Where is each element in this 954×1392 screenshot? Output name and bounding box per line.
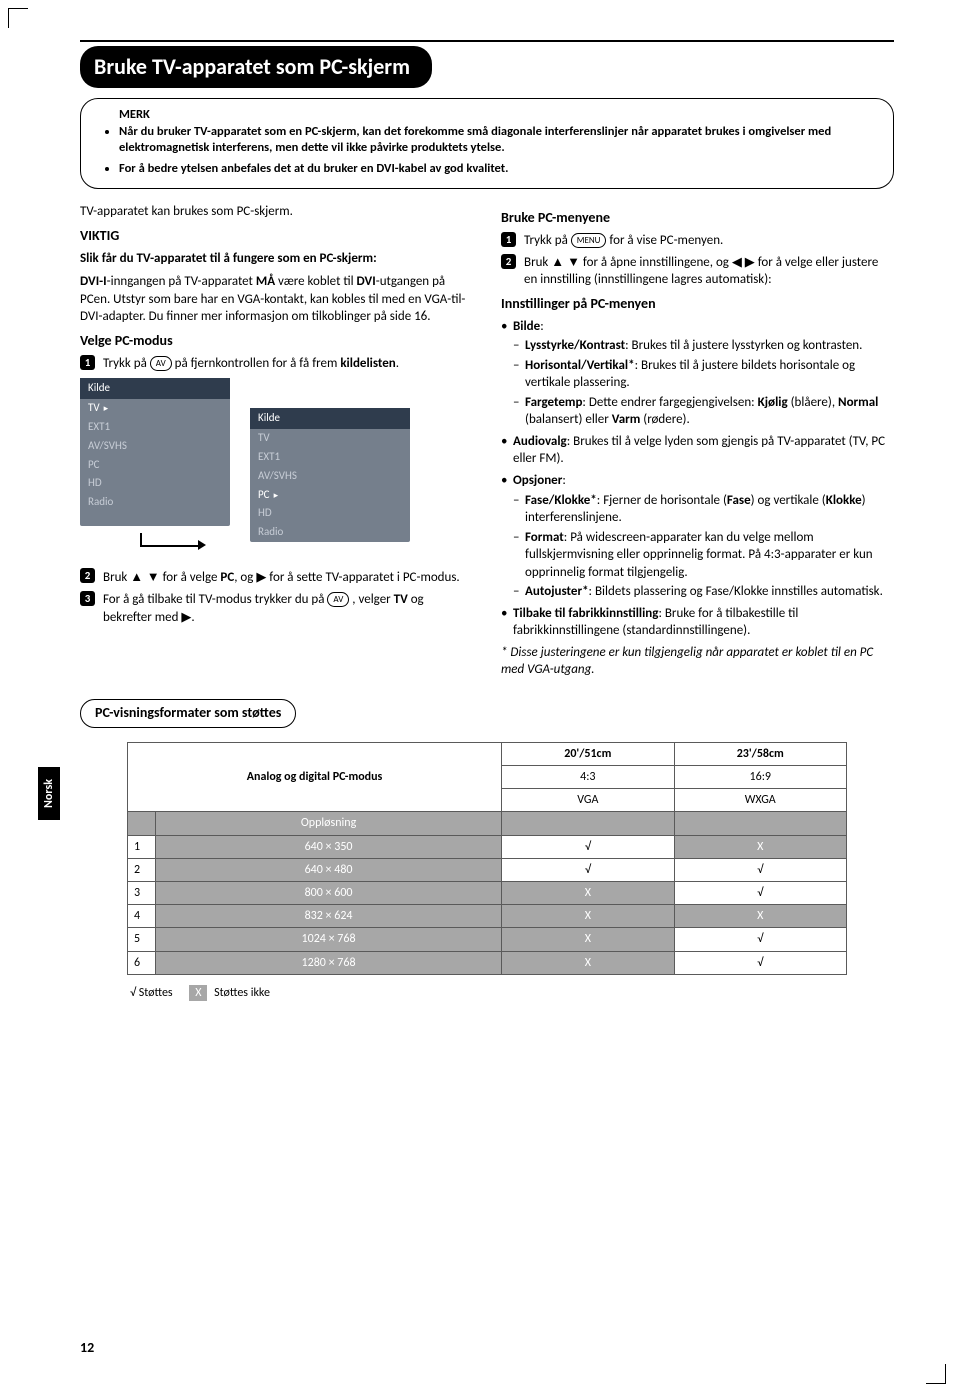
formats-heading: PC-visningsformater som støttes: [80, 699, 296, 728]
table-row: 1640 × 350√X: [128, 835, 847, 858]
col-aspect-1: 4:3: [502, 766, 674, 789]
step-badge-2: 2: [80, 568, 95, 583]
av-key-icon: AV: [150, 356, 172, 371]
col-size-1: 20'/51cm: [502, 742, 674, 765]
table-corner: Analog og digital PC-modus: [128, 742, 502, 812]
right-column: Bruke PC-menyene 1 Trykk på MENU for å v…: [501, 203, 894, 685]
step-badge-1: 1: [80, 355, 95, 370]
table-row: 3800 × 600X√: [128, 882, 847, 905]
source-box-2: Kilde TV EXT1 AV/SVHS PC HD Radio: [250, 408, 410, 542]
crop-mark-tl: [8, 8, 28, 28]
setting-bilde: Bilde: Lysstyrke/Kontrast: Brukes til å …: [501, 318, 894, 429]
source-box-1: Kilde TV EXT1 AV/SVHS PC HD Radio: [80, 378, 230, 526]
col-mode-2: WXGA: [674, 789, 846, 812]
legend-no-box: X: [189, 985, 207, 1001]
setting-audiovalg: Audiovalg: Brukes til å velge lyden som …: [501, 433, 894, 468]
bruke-pc-heading: Bruke PC-menyene: [501, 209, 894, 228]
dvi-paragraph: DVI-I-inngangen på TV-apparatet MÅ være …: [80, 273, 473, 326]
innstillinger-heading: Innstillinger på PC-menyen: [501, 295, 894, 314]
step-1: 1 Trykk på AV på fjernkontrollen for å f…: [80, 355, 473, 373]
title-rule: Bruke TV-apparatet som PC-skjerm: [80, 40, 894, 88]
step-3: 3 For å gå tilbake til TV-modus trykker …: [80, 591, 473, 627]
table-row: 4832 × 624XX: [128, 905, 847, 928]
note-heading: MERK: [119, 107, 150, 122]
table-row: 61280 × 768X√: [128, 951, 847, 974]
page-number: 12: [80, 1339, 94, 1358]
footnote: * Disse justeringene er kun tilgjengelig…: [501, 644, 894, 679]
av-key-icon: AV: [327, 592, 349, 607]
menu-key-icon: MENU: [571, 233, 607, 248]
left-column: TV-apparatet kan brukes som PC-skjerm. V…: [80, 203, 473, 685]
col-mode-1: VGA: [502, 789, 674, 812]
note-item: For å bedre ytelsen anbefales det at du …: [119, 161, 875, 178]
res-label: Oppløsning: [156, 812, 502, 835]
rstep-1: 1 Trykk på MENU for å vise PC-menyen.: [501, 232, 894, 250]
source-menu-illustration: Kilde TV EXT1 AV/SVHS PC HD Radio Kilde …: [80, 378, 420, 558]
legend: √ Støttes X Støttes ikke: [130, 985, 894, 1001]
page-title: Bruke TV-apparatet som PC-skjerm: [80, 46, 432, 88]
slik-heading: Slik får du TV-apparatet til å fungere s…: [80, 251, 377, 266]
step-badge-3: 3: [80, 591, 95, 606]
rstep-2: 2 Bruk ▲ ▼ for å åpne innstillingene, og…: [501, 254, 894, 289]
step-2: 2 Bruk ▲ ▼ for å velge PC, og ▶ for å se…: [80, 568, 473, 587]
intro-text: TV-apparatet kan brukes som PC-skjerm.: [80, 203, 473, 221]
table-row: 2640 × 480√√: [128, 858, 847, 881]
note-item: Når du bruker TV-apparatet som en PC-skj…: [119, 124, 875, 158]
step-badge-1: 1: [501, 232, 516, 247]
setting-tilbake: Tilbake til fabrikkinnstilling: Bruke fo…: [501, 605, 894, 640]
col-aspect-2: 16:9: [674, 766, 846, 789]
connector-arrow: [140, 533, 200, 547]
velge-heading: Velge PC-modus: [80, 332, 473, 351]
note-box: MERK Når du bruker TV-apparatet som en P…: [80, 98, 894, 190]
step-badge-2: 2: [501, 254, 516, 269]
table-row: 51024 × 768X√: [128, 928, 847, 951]
formats-table: Analog og digital PC-modus 20'/51cm 23'/…: [127, 742, 847, 975]
col-size-2: 23'/58cm: [674, 742, 846, 765]
crop-mark-br: [926, 1364, 946, 1384]
setting-opsjoner: Opsjoner: Fase/Klokke*: Fjerner de horis…: [501, 472, 894, 601]
language-tab: Norsk: [38, 767, 60, 820]
viktig-heading: VIKTIG: [80, 227, 473, 246]
